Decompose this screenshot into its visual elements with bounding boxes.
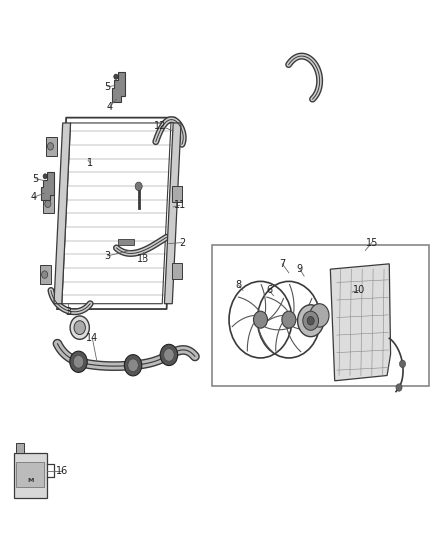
Circle shape: [70, 316, 89, 340]
Polygon shape: [54, 123, 71, 304]
Bar: [43, 194, 54, 213]
Text: 11: 11: [173, 200, 186, 211]
Circle shape: [396, 384, 402, 391]
Text: 3: 3: [105, 251, 111, 261]
Text: 9: 9: [297, 264, 303, 274]
Text: 10: 10: [353, 286, 365, 295]
Circle shape: [282, 311, 296, 328]
Circle shape: [114, 74, 118, 79]
Circle shape: [307, 317, 314, 325]
Text: 7: 7: [279, 259, 286, 269]
Text: 3: 3: [65, 306, 71, 317]
Text: 16: 16: [56, 466, 68, 476]
Bar: [16, 443, 24, 453]
Bar: [118, 239, 134, 245]
Circle shape: [74, 321, 85, 335]
FancyBboxPatch shape: [14, 453, 46, 498]
Circle shape: [45, 200, 51, 207]
Polygon shape: [112, 72, 125, 102]
Bar: [212, 245, 428, 386]
Bar: [16, 462, 44, 487]
Text: 1: 1: [87, 158, 93, 168]
Text: 5: 5: [32, 174, 39, 184]
Text: 12: 12: [154, 120, 166, 131]
Bar: [172, 186, 182, 202]
Text: 2: 2: [179, 238, 185, 247]
Text: M: M: [27, 478, 33, 483]
Text: 4: 4: [107, 102, 113, 112]
Circle shape: [160, 344, 178, 366]
Circle shape: [135, 182, 142, 191]
Circle shape: [297, 305, 324, 337]
Circle shape: [47, 143, 53, 150]
Polygon shape: [330, 264, 391, 381]
Circle shape: [399, 360, 406, 368]
Text: 8: 8: [236, 280, 242, 290]
Circle shape: [42, 271, 48, 278]
Bar: [40, 265, 51, 284]
Text: 13: 13: [137, 254, 149, 263]
Polygon shape: [42, 172, 54, 200]
Text: 15: 15: [366, 238, 378, 247]
Circle shape: [310, 304, 329, 327]
Circle shape: [70, 351, 87, 373]
Circle shape: [164, 349, 174, 361]
Circle shape: [128, 359, 138, 372]
Bar: [46, 137, 57, 156]
Circle shape: [124, 354, 142, 376]
Circle shape: [303, 311, 318, 330]
Text: 4: 4: [30, 192, 36, 203]
Circle shape: [254, 311, 268, 328]
Text: 6: 6: [266, 286, 272, 295]
Polygon shape: [164, 123, 181, 304]
Text: 5: 5: [105, 82, 111, 92]
Circle shape: [73, 356, 84, 368]
Text: 14: 14: [86, 333, 99, 343]
Circle shape: [43, 174, 47, 179]
Bar: [172, 263, 182, 279]
